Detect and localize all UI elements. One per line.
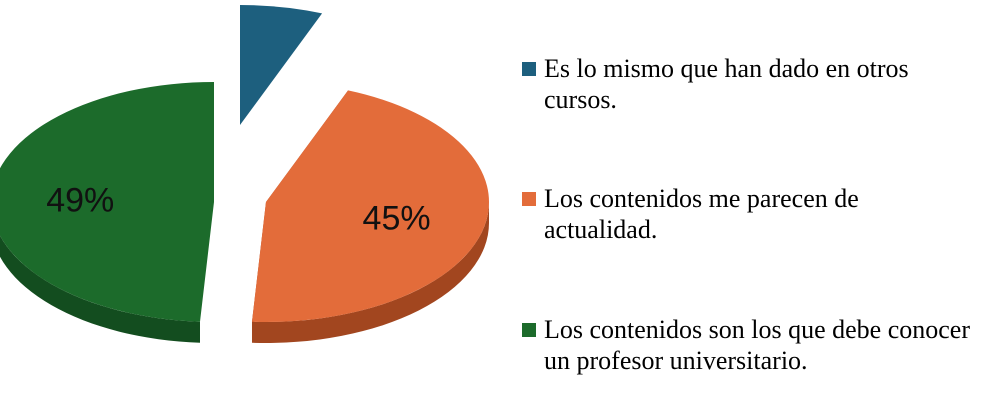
pie-slice [251, 90, 490, 322]
pie-slice [0, 82, 214, 322]
pie-slice [240, 5, 323, 125]
legend-item: Es lo mismo que han dado en otros cursos… [522, 53, 972, 115]
legend-item: Los contenidos me parecen de actualidad. [522, 183, 972, 245]
legend-label: Los contenidos me parecen de actualidad. [544, 184, 859, 244]
pie-chart-svg: 6%45%49% [0, 5, 490, 343]
slice-data-label: 49% [46, 182, 114, 220]
legend-label: Los contenidos son los que debe conocer … [544, 315, 971, 375]
legend-item: Los contenidos son los que debe conocer … [522, 314, 972, 376]
pie-tops [0, 5, 490, 322]
pie-labels: 6%45%49% [46, 182, 431, 238]
legend-swatch [522, 323, 536, 337]
pie-slice-side [0, 235, 200, 343]
legend-swatch [522, 192, 536, 206]
legend-label: Es lo mismo que han dado en otros cursos… [544, 54, 909, 114]
pie-slice-side [251, 202, 489, 343]
pie-chart: 6%45%49% [0, 5, 490, 343]
legend-swatch [522, 62, 536, 76]
slice-data-label: 45% [363, 200, 431, 238]
